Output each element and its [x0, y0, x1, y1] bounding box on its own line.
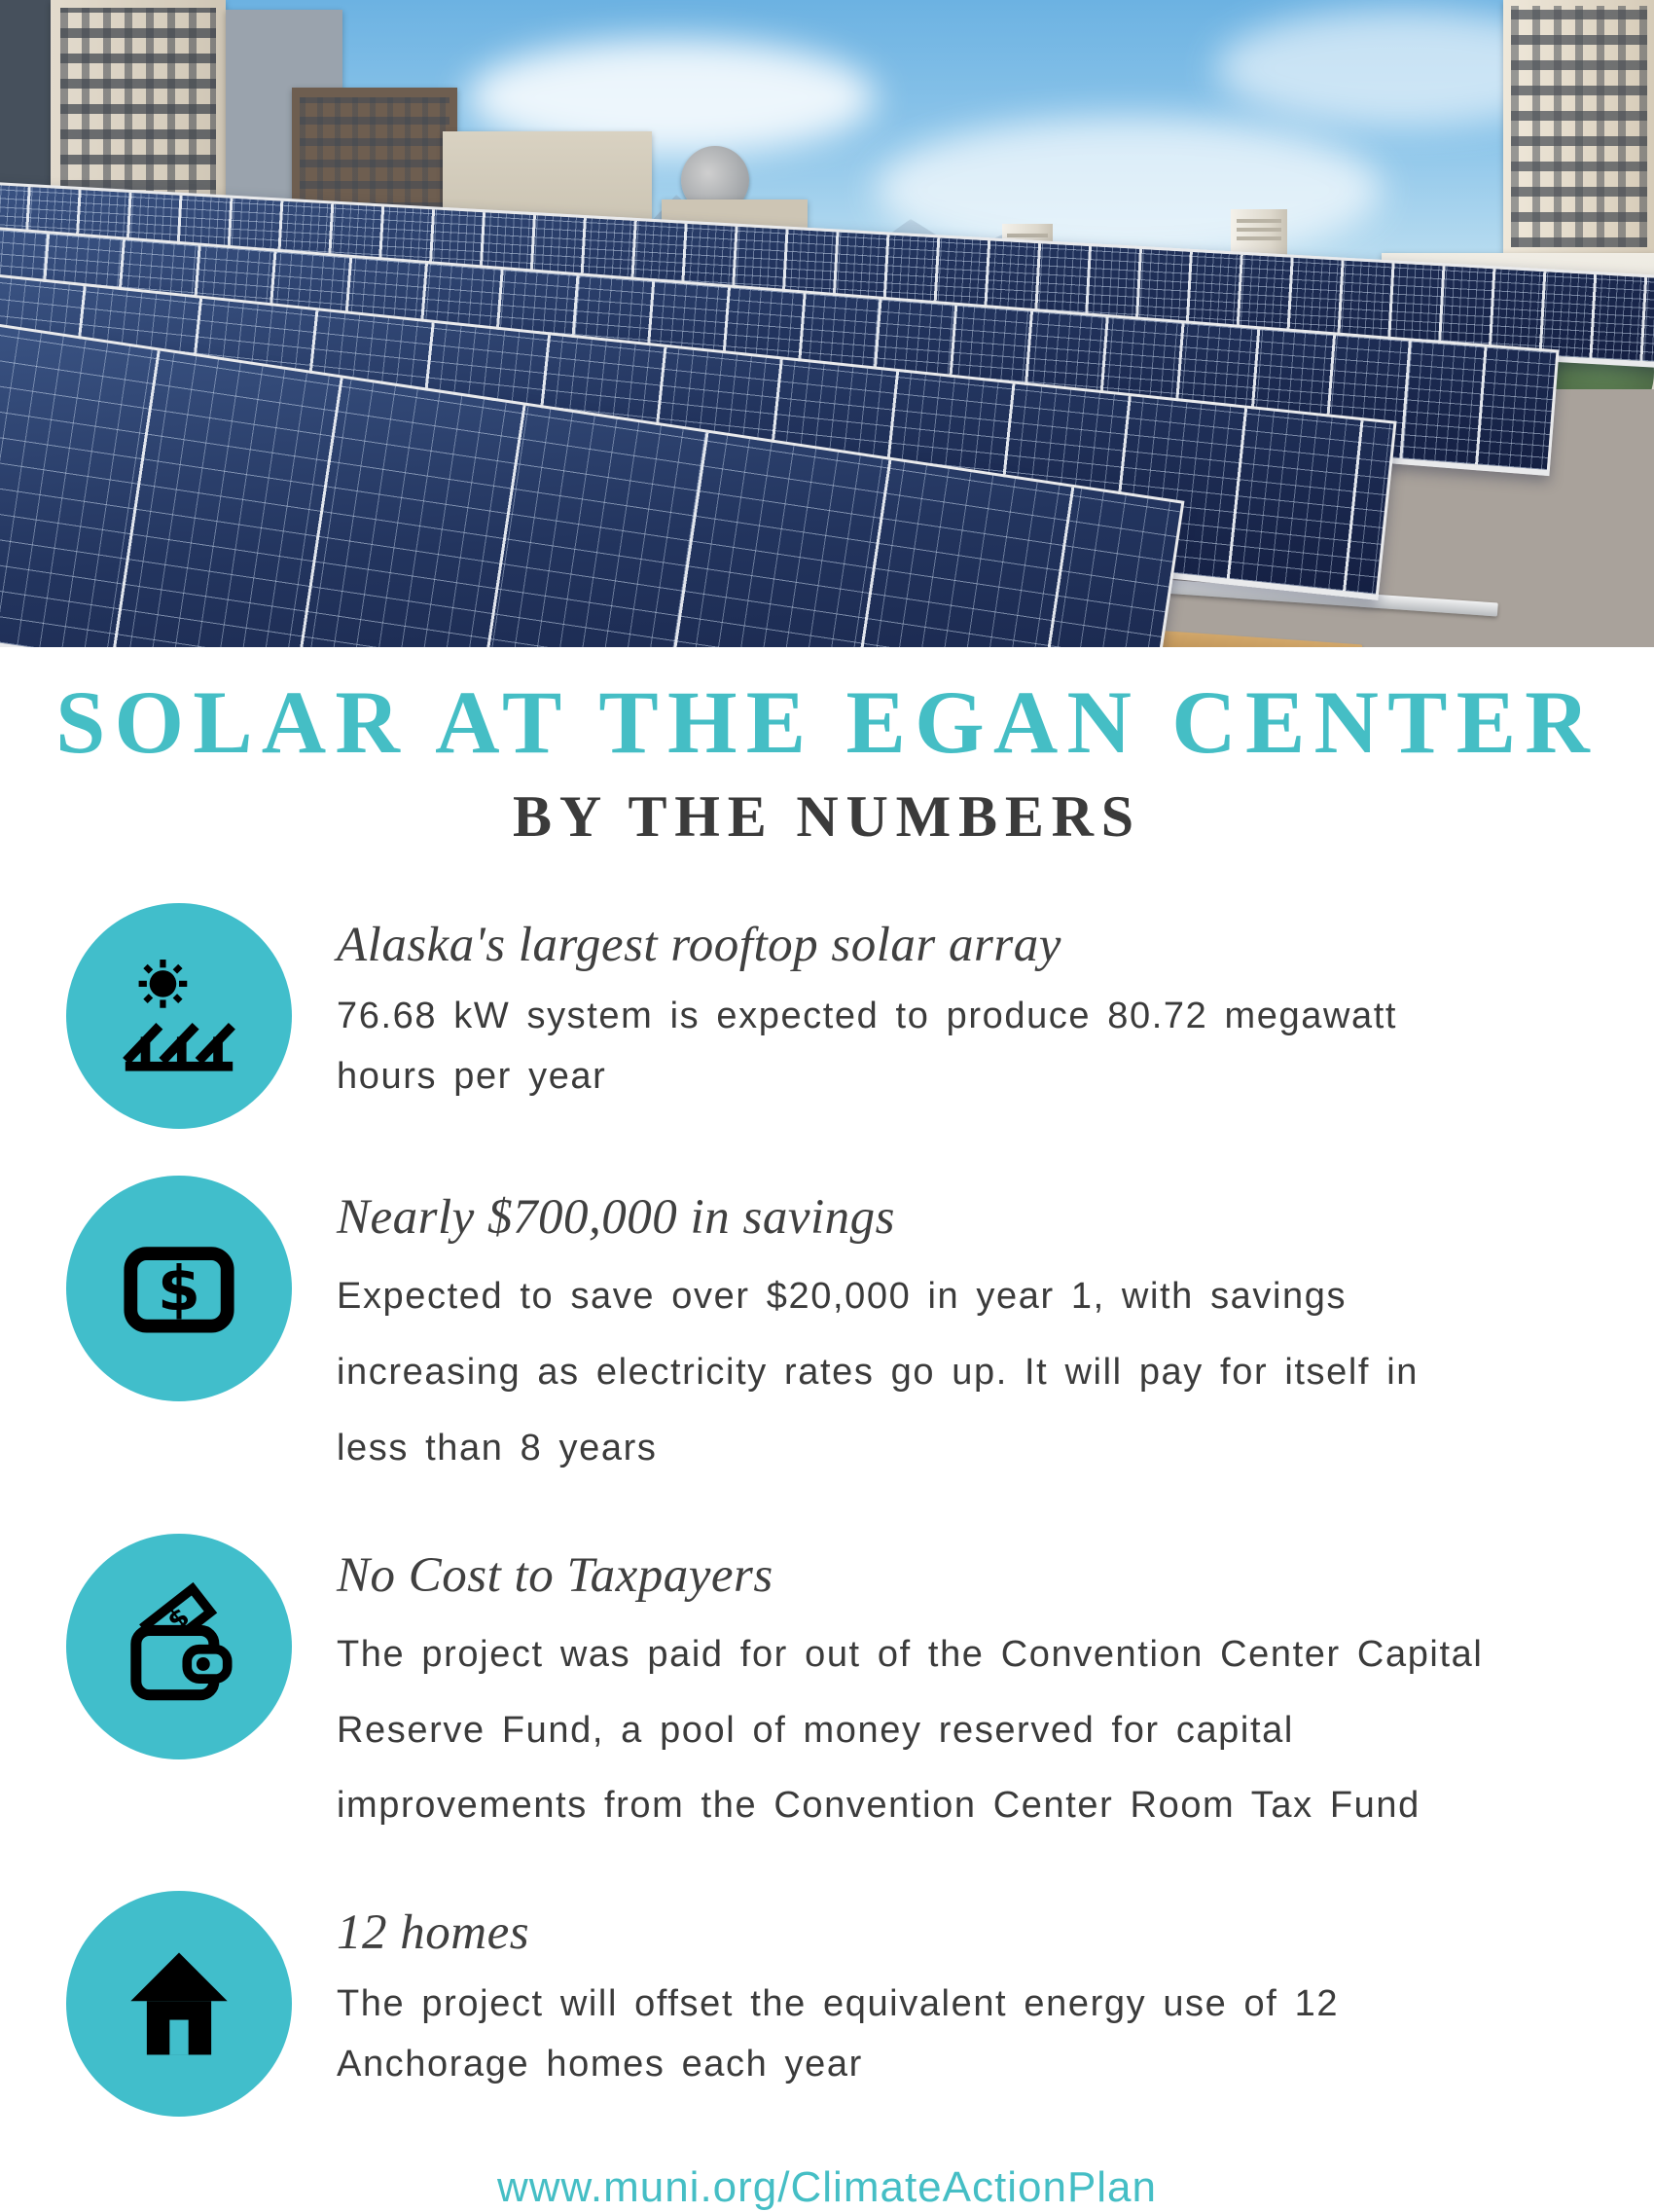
badge-circle — [66, 903, 292, 1129]
footer-url[interactable]: www.muni.org/ClimateActionPlan — [496, 2163, 1158, 2212]
wallet-icon: $ — [130, 1581, 233, 1700]
item-heading: 12 homes — [337, 1905, 530, 1961]
list-item-taxpayers: $ No Cost to Taxpayers The project was p… — [66, 1533, 1654, 1845]
item-heading: Alaska's largest rooftop solar array — [337, 918, 1061, 972]
hero-photo — [0, 0, 1654, 647]
building — [1503, 0, 1654, 253]
item-heading: Nearly $700,000 in savings — [337, 1190, 895, 1245]
svg-text:$: $ — [158, 1252, 200, 1324]
solar-array-icon — [123, 960, 235, 1071]
list-item-homes: 12 homes The project will offset the equ… — [66, 1891, 1654, 2118]
house-icon — [130, 1952, 228, 2055]
money-bill-icon: $ — [124, 1247, 234, 1333]
facts-list: Alaska's largest rooftop solar array 76.… — [0, 903, 1654, 2118]
item-heading: No Cost to Taxpayers — [337, 1547, 773, 1603]
item-body: 76.68 kW system is expected to produce 8… — [337, 996, 1398, 1097]
item-body: The project was paid for out of the Conv… — [337, 1633, 1484, 1827]
item-body: Expected to save over $20,000 in year 1,… — [337, 1276, 1420, 1469]
list-item-solar-array: Alaska's largest rooftop solar array 76.… — [66, 903, 1654, 1129]
item-body: The project will offset the equivalent e… — [337, 1983, 1340, 2085]
page-title: SOLAR AT THE EGAN CENTER — [55, 672, 1599, 772]
badge-circle: $ — [66, 1176, 292, 1401]
badge-circle: $ — [66, 1533, 292, 1759]
page-subtitle: BY THE NUMBERS — [513, 784, 1141, 849]
list-item-savings: $ Nearly $700,000 in savings Expected to… — [66, 1176, 1654, 1487]
badge-circle — [66, 1891, 292, 2118]
